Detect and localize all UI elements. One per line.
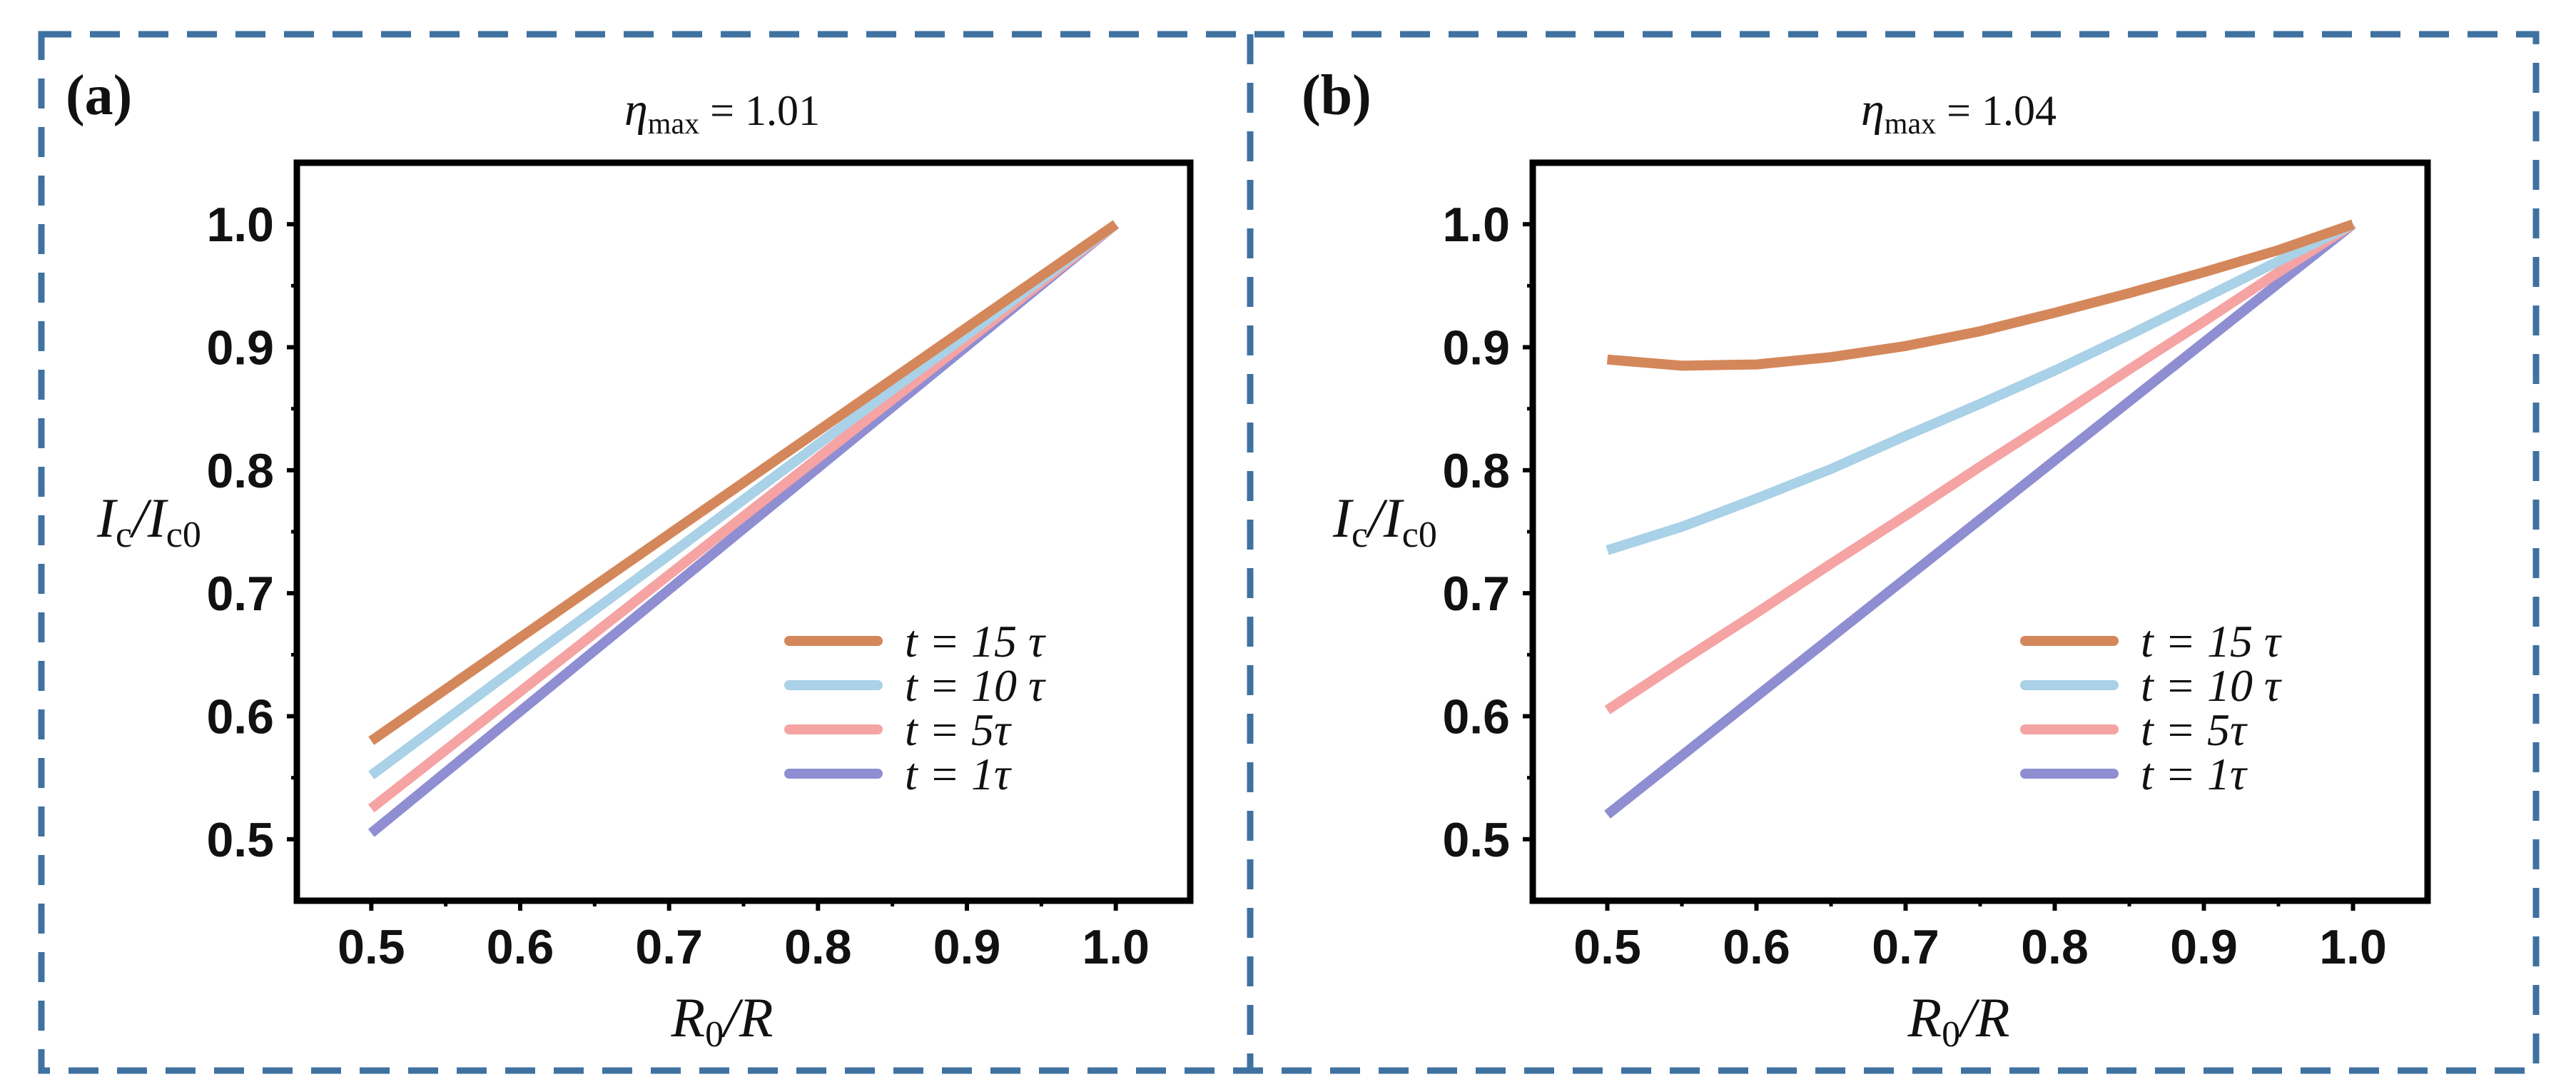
- panel-a: (a) ηmax = 1.01 0.5 0.6 0.7 0.8 0.9 1.0 0.5 0.6 0.…: [66, 64, 1194, 1055]
- panel-label: (a): [66, 64, 132, 127]
- title-value: = 1.04: [1936, 87, 2057, 134]
- legend-label: t = 10 τ: [2141, 660, 2282, 711]
- chart-title: ηmax = 1.01: [624, 84, 820, 141]
- x-tick-label: 0.7: [1872, 920, 1939, 974]
- x-label-rest: /R: [1957, 986, 2009, 1048]
- y-tick-label: 0.8: [206, 444, 274, 498]
- x-tick-label: 0.6: [487, 920, 554, 974]
- legend-label: t = 1τ: [2141, 749, 2248, 799]
- legend-label: t = 15 τ: [905, 616, 1046, 667]
- title-subscript: max: [1885, 108, 1936, 141]
- dashed-frame: [38, 31, 2540, 1074]
- series-line-1: [1606, 219, 2356, 555]
- y-label-main: I: [96, 487, 118, 549]
- y-label-mid: /I: [129, 487, 169, 549]
- series-line-1: [368, 220, 1119, 779]
- y-label-sub2: c0: [1402, 515, 1437, 555]
- y-tick-label: 0.6: [206, 690, 274, 744]
- title-symbol: η: [624, 84, 648, 136]
- legend-label: t = 5τ: [905, 704, 1012, 755]
- title-subscript: max: [648, 108, 699, 141]
- series-line-3: [1604, 220, 2356, 819]
- x-axis-label: R0/R: [1907, 986, 2010, 1055]
- x-tick-label: 0.9: [933, 920, 1001, 974]
- legend-label: t = 1τ: [905, 749, 1012, 799]
- y-tick-label: 0.9: [206, 321, 274, 375]
- y-label-mid: /I: [1365, 487, 1405, 549]
- x-tick-label: 0.9: [2170, 920, 2238, 974]
- legend-label: t = 10 τ: [905, 660, 1046, 711]
- legend-label: t = 15 τ: [2141, 616, 2282, 667]
- y-tick-label: 0.5: [1442, 813, 1510, 867]
- x-label-main: R: [671, 986, 706, 1048]
- y-tick-label: 0.5: [206, 813, 274, 867]
- x-tick-label: 0.8: [2021, 920, 2089, 974]
- x-label-main: R: [1907, 986, 1942, 1048]
- y-tick-label: 1.0: [1442, 198, 1510, 252]
- chart-title: ηmax = 1.04: [1861, 84, 2057, 141]
- series-line-0: [1606, 219, 2355, 371]
- panel-b: (b) ηmax = 1.04 0.5 0.6 0.7 0.8 0.9 1.0 0.5 0.6 0.…: [1302, 64, 2431, 1055]
- y-tick-label: 0.9: [1442, 321, 1510, 375]
- y-axis-label: Ic/Ic0: [1332, 487, 1437, 555]
- x-label-rest: /R: [721, 986, 773, 1048]
- x-axis-label: R0/R: [671, 986, 774, 1055]
- y-label-main: I: [1332, 487, 1354, 549]
- x-tick-label: 0.5: [1573, 920, 1641, 974]
- y-tick-label: 0.8: [1442, 444, 1510, 498]
- y-label-sub: c: [116, 515, 132, 555]
- y-tick-label: 0.7: [1442, 567, 1510, 621]
- title-symbol: η: [1861, 84, 1885, 136]
- x-tick-label: 0.7: [635, 920, 703, 974]
- y-tick-label: 0.6: [1442, 690, 1510, 744]
- panel-label: (b): [1302, 64, 1371, 127]
- series-line-2: [1604, 220, 2356, 714]
- x-tick-label: 0.5: [338, 920, 405, 974]
- x-tick-label: 1.0: [1082, 920, 1150, 974]
- legend-label: t = 5τ: [2141, 704, 2248, 755]
- title-value: = 1.01: [699, 87, 820, 134]
- y-tick-label: 1.0: [206, 198, 274, 252]
- x-tick-label: 1.0: [2319, 920, 2387, 974]
- y-tick-label: 0.7: [206, 567, 274, 621]
- y-label-sub2: c0: [166, 515, 201, 555]
- outer-frame: [38, 31, 2540, 1074]
- x-tick-label: 0.6: [1723, 920, 1790, 974]
- y-label-sub: c: [1352, 515, 1368, 555]
- series-line-0: [368, 220, 1119, 745]
- x-label-sub: 0: [705, 1014, 724, 1055]
- x-tick-label: 0.8: [784, 920, 852, 974]
- x-label-sub: 0: [1942, 1014, 1960, 1055]
- y-axis-label: Ic/Ic0: [96, 487, 201, 555]
